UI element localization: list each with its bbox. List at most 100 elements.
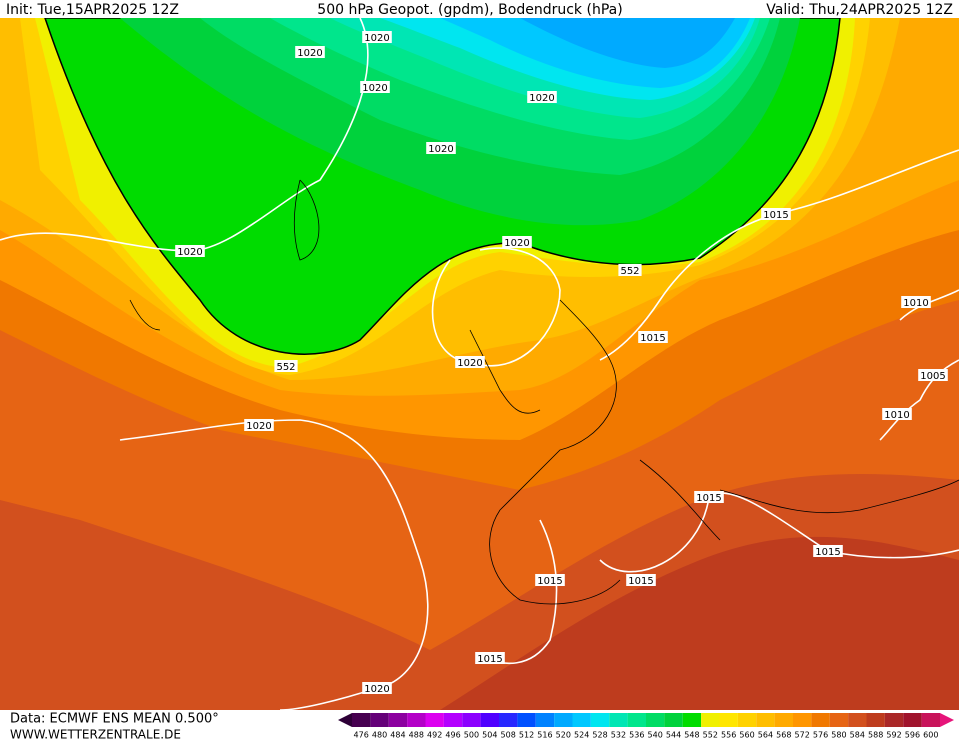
colorbar-label: 544	[666, 731, 681, 740]
colorbar-swatch	[572, 713, 591, 727]
colorbar-swatch	[480, 713, 499, 727]
colorbar-swatch	[646, 713, 665, 727]
colorbar-label: 568	[776, 731, 791, 740]
label-box	[455, 356, 485, 368]
colorbar-swatch	[682, 713, 702, 727]
colorbar-swatch	[701, 713, 720, 727]
colorbar-label: 540	[648, 731, 663, 740]
contour-label: 1020	[364, 684, 389, 695]
colorbar-label: 600	[923, 731, 938, 740]
map	[0, 17, 959, 711]
isobar	[431, 247, 561, 367]
contour-label: 552	[620, 266, 639, 277]
contour-label: 1020	[177, 247, 202, 258]
colorbar-label: 552	[703, 731, 718, 740]
label-box	[813, 545, 843, 557]
colorbar-label: 588	[868, 731, 883, 740]
contour-label: 1020	[529, 93, 554, 104]
isobar	[489, 492, 959, 665]
header-bar	[0, 0, 959, 18]
label-box	[618, 264, 642, 276]
contour-labels: 1020 1020 1020 1020 1020 1015 1020 1020 552 1010 1…	[175, 31, 948, 695]
colorbar-label: 520	[556, 731, 571, 740]
data-source: Data: ECMWF ENS MEAN 0.500°	[10, 712, 219, 727]
label-box	[527, 91, 557, 103]
colorbar-label: 516	[537, 731, 552, 740]
colorbar-swatch	[774, 713, 793, 727]
contour-label: 1015	[696, 493, 721, 504]
colorbar-label: 580	[831, 731, 846, 740]
colorbar-swatch	[407, 713, 426, 727]
colorbar-label: 564	[758, 731, 773, 740]
label-box	[360, 81, 390, 93]
colorbar-arrow	[338, 713, 352, 727]
contour-label: 1020	[504, 238, 529, 249]
contour-label: 1010	[884, 410, 909, 421]
colorbar-swatch	[737, 713, 757, 727]
colorbar-label: 572	[795, 731, 810, 740]
colorbar-label: 480	[372, 731, 387, 740]
colorbar-label: 576	[813, 731, 828, 740]
colorbar-label: 484	[390, 731, 405, 740]
label-box	[274, 360, 298, 372]
colorbar-swatch	[866, 713, 885, 727]
label-box	[918, 369, 948, 381]
colorbar-swatch	[719, 713, 738, 727]
label-box	[362, 682, 392, 694]
label-box	[362, 31, 392, 43]
colorbar-swatch	[756, 713, 775, 727]
colorbar-label: 560	[739, 731, 754, 740]
colorbar-label: 500	[464, 731, 479, 740]
colorbar-label: 584	[850, 731, 865, 740]
colorbar-arrow	[940, 713, 954, 727]
map-title: 500 hPa Geopot. (gpdm), Bodendruck (hPa)	[317, 2, 622, 18]
label-box	[502, 236, 532, 248]
contour-label: 1020	[428, 144, 453, 155]
contour-label: 1015	[815, 547, 840, 558]
colorbar-swatch	[829, 713, 849, 727]
contour-label: 1015	[640, 333, 665, 344]
label-box	[761, 208, 791, 220]
colorbar-swatch	[499, 713, 518, 727]
label-box	[882, 408, 912, 420]
contour-label: 1015	[537, 576, 562, 587]
colorbar-label: 508	[501, 731, 516, 740]
label-box	[175, 245, 205, 257]
contour-label: 1020	[364, 33, 389, 44]
colorbar-swatch	[517, 713, 536, 727]
colorbar-swatch	[848, 713, 867, 727]
colorbar-swatch	[590, 713, 610, 727]
colorbar-swatch	[609, 713, 628, 727]
colorbar-label: 496	[445, 731, 460, 740]
colorbar-swatch	[921, 713, 940, 727]
colorbar-label: 528	[592, 731, 607, 740]
colorbar-label: 492	[427, 731, 442, 740]
label-box	[535, 574, 565, 586]
site-name: WWW.WETTERZENTRALE.DE	[10, 728, 181, 742]
colorbar: 476 480 484 488 492 496 500 504 508 512 516 520 524 5…	[338, 713, 954, 740]
colorbar-swatch	[535, 713, 555, 727]
label-box	[901, 296, 931, 308]
colorbar-label: 556	[721, 731, 736, 740]
colorbar-swatch	[664, 713, 683, 727]
colorbar-swatch	[462, 713, 481, 727]
contour-label: 1020	[297, 48, 322, 59]
contour-label: 1020	[362, 83, 387, 94]
colorbar-swatch	[793, 713, 812, 727]
isobar	[599, 149, 959, 361]
colorbar-swatch	[443, 713, 463, 727]
init-time: Init: Tue,15APR2025 12Z	[6, 2, 179, 18]
colorbar-label: 548	[684, 731, 699, 740]
contour-label: 1015	[628, 576, 653, 587]
colorbar-swatch	[884, 713, 904, 727]
label-box	[638, 331, 668, 343]
colorbar-label: 504	[482, 731, 497, 740]
coastline	[129, 179, 959, 605]
colorbar-swatch	[554, 713, 573, 727]
contour-label: 1015	[763, 210, 788, 221]
colorbar-swatch	[903, 713, 922, 727]
colorbar-label: 512	[519, 731, 534, 740]
contour-label: 1015	[477, 654, 502, 665]
label-box	[694, 491, 724, 503]
colorbar-label: 592	[886, 731, 901, 740]
